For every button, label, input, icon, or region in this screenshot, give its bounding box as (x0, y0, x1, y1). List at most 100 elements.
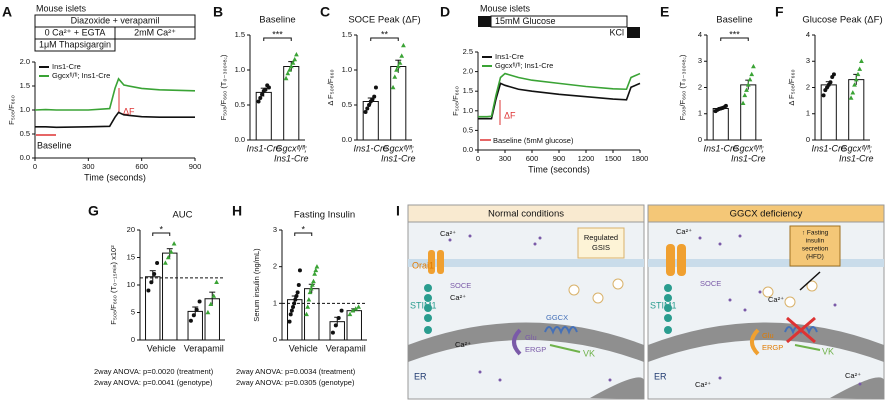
data-point (311, 278, 316, 284)
y-axis-label: F₅₀₈/F₆₆₀ (T₀₋₃₀₀ₛₑ꜀) (678, 54, 687, 120)
y-axis-label: F₅₀₈/F₆₆₀ (T₀₋₁₅ₘᵢₙ) x10² (109, 245, 118, 325)
label: Ca²⁺ (845, 371, 861, 380)
y-tick-label: 0.5 (342, 100, 352, 109)
data-point (307, 289, 313, 295)
protocol-box (627, 27, 640, 38)
bar (390, 66, 407, 141)
panel-label: H (232, 203, 242, 219)
data-point (740, 100, 746, 106)
panel-label: G (88, 203, 99, 219)
x-axis-label: Time (seconds) (528, 164, 590, 174)
y-tick-label: 5 (131, 307, 135, 316)
x-tick-label: Ins1-Cre (811, 143, 846, 153)
data-point (850, 90, 856, 95)
ergp (750, 328, 760, 356)
label: ER (654, 371, 667, 381)
data-point (258, 96, 263, 100)
annotation: 2mM Ca²⁺ (134, 27, 176, 37)
data-point (395, 63, 401, 69)
y-tick-label: 0.0 (463, 145, 473, 154)
data-point (333, 323, 338, 328)
y-tick-label: 2.0 (463, 67, 473, 76)
data-point (330, 330, 335, 335)
data-point (289, 308, 294, 313)
significance-bracket (152, 232, 171, 236)
x-tick-label: Ggcxᶠˡ/ᶠˡ; (276, 143, 308, 153)
annotation: ΔF (504, 110, 516, 120)
data-point (336, 316, 341, 320)
data-point (857, 66, 863, 71)
y-tick-label: 1 (698, 109, 702, 118)
y-tick-label: 0.5 (20, 129, 30, 138)
x-tick-label: Ins1-Cre (703, 143, 738, 153)
data-point (194, 307, 199, 312)
data-point (831, 72, 836, 77)
panel-label: E (660, 4, 669, 20)
data-point (292, 56, 298, 62)
orai1 (677, 244, 686, 276)
data-point (397, 60, 403, 65)
label: Ca²⁺ (450, 293, 466, 302)
data-point (291, 305, 296, 309)
label: (HFD) (806, 254, 824, 261)
annotation: Baseline (37, 140, 72, 150)
data-point (304, 311, 309, 317)
significance-bracket (720, 37, 749, 41)
data-point (394, 67, 399, 72)
data-point (356, 304, 361, 309)
x-tick-label: Ggcxᶠˡ/ᶠˡ; (383, 143, 415, 153)
x-tick-label: Verapamil (326, 343, 366, 353)
annotation: Baseline (5mM glucose) (493, 136, 574, 145)
annotation: KCl (609, 27, 624, 37)
ggcx (784, 326, 818, 335)
data-point (749, 71, 755, 77)
header (647, 204, 885, 223)
x-tick-label: 300 (499, 154, 512, 163)
significance-bracket (263, 37, 292, 41)
er-membrane (408, 322, 644, 362)
diagram: I Normal conditions GGCX deficiency (396, 203, 885, 400)
data-point (208, 301, 214, 307)
protocol-box (478, 16, 491, 27)
data-point (211, 293, 217, 298)
data-point (350, 308, 356, 313)
x-tick-label: Ggcxᶠˡ/ᶠˡ; (733, 143, 765, 153)
data-point (363, 110, 368, 114)
y-axis-label: F₅₀₈/F₆₆₀ (T₀₋₃₀₀ₛₑ꜀) (219, 54, 228, 120)
data-point (313, 267, 319, 273)
secretion-arrow (799, 271, 821, 291)
data-point (288, 312, 293, 317)
fasting-box (789, 225, 841, 267)
label: STIM1 (410, 300, 437, 310)
data-point (152, 272, 157, 276)
data-point (745, 82, 751, 87)
chart-title: Glucose Peak (ΔF) (802, 15, 882, 26)
data-point (821, 93, 826, 98)
data-point (285, 70, 291, 76)
annotation: Mouse islets (480, 3, 531, 13)
x-tick-label: Ins1-Cre (274, 153, 309, 163)
data-point (853, 77, 859, 82)
significance: *** (729, 29, 740, 39)
y-tick-label: 2 (698, 82, 702, 91)
bar (145, 276, 161, 341)
diagram-panel (647, 204, 885, 400)
data-point (309, 282, 315, 287)
y-tick-label: 1 (273, 298, 277, 307)
y-tick-label: 0 (273, 335, 277, 344)
orai1 (428, 250, 435, 274)
label: secretion (802, 246, 829, 253)
y-tick-label: 2 (273, 262, 277, 271)
membrane (648, 259, 884, 267)
significance: * (301, 224, 305, 234)
protocol-box (490, 15, 628, 28)
y-tick-label: 1.5 (463, 86, 473, 95)
label: SOCE (450, 281, 471, 290)
anova-note: 2way ANOVA: p=0.0034 (treatment) (236, 367, 356, 376)
x-tick-label: 600 (526, 154, 539, 163)
x-tick-label: Ins1-Cre (839, 153, 874, 163)
data-point (205, 309, 211, 315)
data-point (312, 271, 318, 276)
series-line (478, 72, 641, 118)
label: ↑ Fasting (802, 230, 829, 237)
